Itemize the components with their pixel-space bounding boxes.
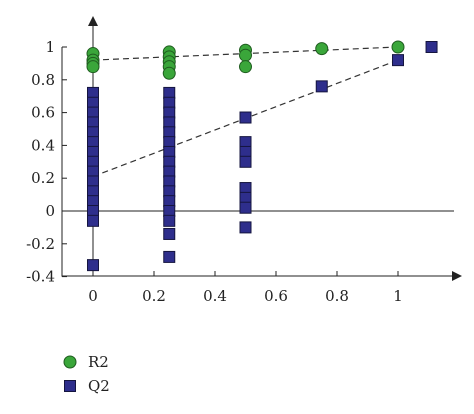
data-points — [86, 40, 438, 272]
y-tick-label: 0.8 — [31, 71, 55, 89]
y-axis-arrow — [88, 16, 98, 26]
point-r2 — [239, 60, 252, 74]
point-q2 — [163, 250, 176, 263]
x-tick-label: 0.6 — [264, 287, 288, 305]
point-q2 — [239, 221, 252, 234]
y-tick-label: -0.4 — [26, 268, 55, 286]
point-q2 — [425, 41, 438, 53]
legend-label-r2: R2 — [88, 353, 109, 371]
point-q2 — [163, 214, 176, 227]
point-q2 — [163, 227, 176, 240]
point-q2 — [87, 214, 99, 227]
legend-label-q2: Q2 — [88, 377, 110, 395]
x-tick-label: 1 — [393, 287, 403, 305]
x-tick-label: 0 — [88, 287, 98, 305]
y-tick-label: -0.2 — [26, 235, 55, 253]
point-q2 — [239, 201, 252, 214]
x-tick-label: 0.2 — [142, 287, 166, 305]
point-r2 — [86, 60, 100, 74]
point-q2 — [315, 80, 328, 93]
y-tick-label: 0.6 — [31, 104, 55, 122]
legend-marker-r2 — [63, 355, 77, 369]
y-tick-label: 0.4 — [31, 136, 55, 154]
point-q2 — [239, 111, 252, 124]
point-r2 — [239, 48, 252, 62]
point-q2 — [392, 54, 404, 67]
point-r2 — [391, 40, 405, 54]
point-r2 — [162, 66, 176, 80]
y-tick-label: 0.2 — [31, 169, 55, 187]
y-tick-label: 1 — [45, 38, 55, 56]
y-tick-label: 0 — [45, 202, 55, 220]
x-axis-arrow — [452, 271, 462, 281]
x-tick-label: 0.4 — [203, 287, 227, 305]
point-q2 — [87, 259, 99, 272]
x-tick-label: 0.8 — [325, 287, 349, 305]
axes: -0.4 -0.2 0 0.2 0.4 0.6 0.8 1 0 0.2 0.4 0.6 0.8 1 — [26, 16, 462, 305]
legend-marker-q2 — [64, 380, 76, 392]
point-r2 — [315, 42, 329, 56]
point-q2 — [239, 155, 252, 168]
